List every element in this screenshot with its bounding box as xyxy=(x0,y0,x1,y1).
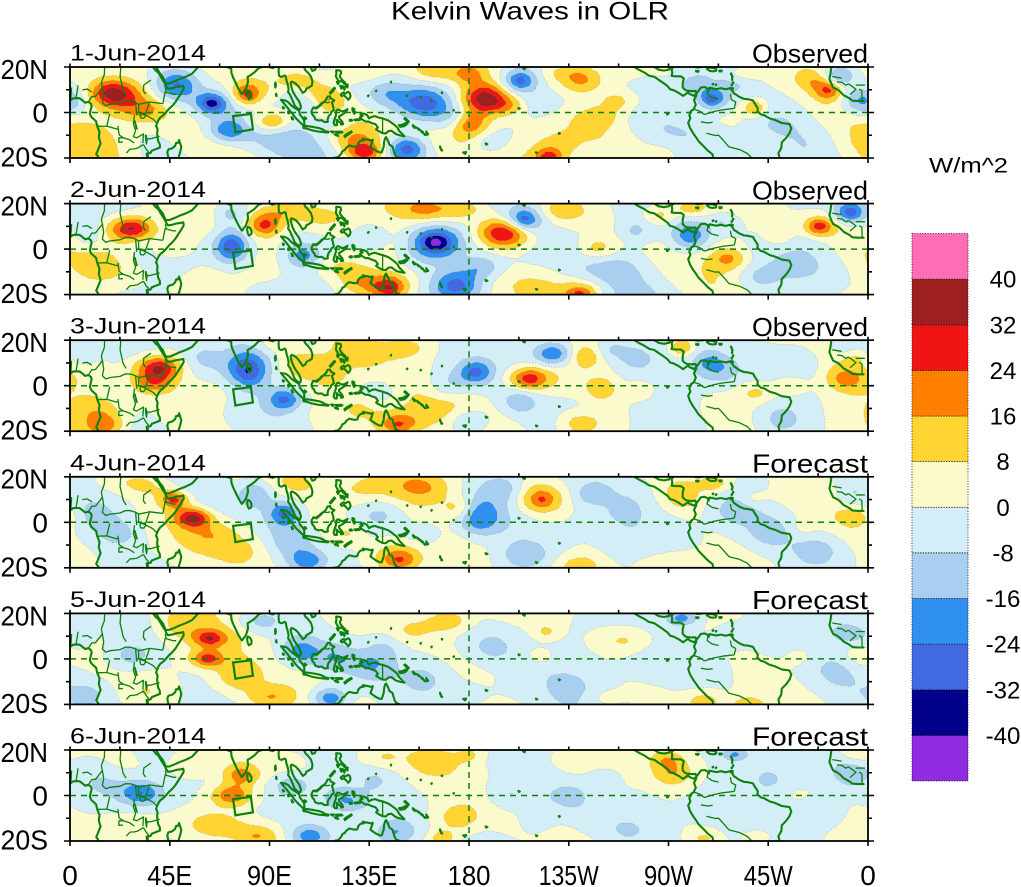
svg-text:20N: 20N xyxy=(1,327,49,358)
svg-text:135E: 135E xyxy=(341,860,397,887)
svg-text:3-Jun-2014: 3-Jun-2014 xyxy=(70,314,206,339)
svg-text:-24: -24 xyxy=(986,632,1021,659)
svg-text:16: 16 xyxy=(990,404,1017,431)
svg-text:90W: 90W xyxy=(644,860,693,887)
svg-text:20S: 20S xyxy=(1,278,49,309)
svg-text:135W: 135W xyxy=(539,860,599,887)
svg-text:Observed: Observed xyxy=(752,39,868,69)
svg-text:90E: 90E xyxy=(247,860,292,887)
svg-text:-8: -8 xyxy=(992,540,1013,567)
svg-text:20N: 20N xyxy=(1,191,49,222)
svg-text:20S: 20S xyxy=(1,415,49,446)
svg-text:0: 0 xyxy=(32,98,48,129)
svg-text:0: 0 xyxy=(860,860,876,887)
svg-text:20N: 20N xyxy=(1,600,49,631)
svg-text:Forecast: Forecast xyxy=(752,722,869,752)
svg-text:Observed: Observed xyxy=(752,175,868,205)
svg-text:1-Jun-2014: 1-Jun-2014 xyxy=(70,41,206,66)
svg-text:20N: 20N xyxy=(1,737,49,768)
svg-text:Forecast: Forecast xyxy=(752,585,869,615)
svg-text:6-Jun-2014: 6-Jun-2014 xyxy=(70,724,206,749)
svg-text:8: 8 xyxy=(996,449,1009,476)
svg-text:45W: 45W xyxy=(744,860,793,887)
svg-text:4-Jun-2014: 4-Jun-2014 xyxy=(70,450,206,475)
svg-text:20S: 20S xyxy=(1,551,49,582)
svg-text:2-Jun-2014: 2-Jun-2014 xyxy=(70,177,206,202)
svg-text:Kelvin Waves in OLR: Kelvin Waves in OLR xyxy=(391,0,669,26)
svg-text:45E: 45E xyxy=(147,860,192,887)
svg-text:20N: 20N xyxy=(1,464,49,495)
svg-text:Forecast: Forecast xyxy=(752,449,869,479)
svg-text:20S: 20S xyxy=(1,688,49,719)
svg-text:0: 0 xyxy=(32,234,48,265)
svg-text:20S: 20S xyxy=(1,825,49,856)
svg-text:W/m^2: W/m^2 xyxy=(929,154,1008,178)
svg-text:0: 0 xyxy=(32,644,48,675)
svg-text:20N: 20N xyxy=(1,54,49,85)
svg-text:-40: -40 xyxy=(986,723,1021,750)
svg-text:180: 180 xyxy=(448,860,491,887)
svg-text:40: 40 xyxy=(990,267,1017,294)
svg-text:0: 0 xyxy=(996,495,1009,522)
svg-text:0: 0 xyxy=(62,860,78,887)
svg-text:Observed: Observed xyxy=(752,312,868,342)
svg-text:32: 32 xyxy=(990,312,1017,339)
svg-text:20S: 20S xyxy=(1,142,49,173)
svg-text:-32: -32 xyxy=(986,677,1021,704)
svg-text:0: 0 xyxy=(32,371,48,402)
svg-text:0: 0 xyxy=(32,781,48,812)
svg-text:-16: -16 xyxy=(986,586,1021,613)
svg-text:24: 24 xyxy=(990,358,1017,385)
svg-text:0: 0 xyxy=(32,507,48,538)
svg-text:5-Jun-2014: 5-Jun-2014 xyxy=(70,587,206,612)
